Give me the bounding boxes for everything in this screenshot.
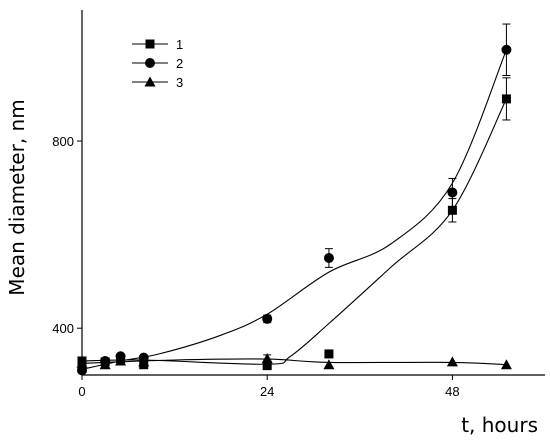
point-series-1 [324, 349, 334, 359]
legend: 1 2 3 [132, 37, 183, 90]
point-series-2 [323, 253, 334, 264]
point-series-3 [99, 359, 111, 370]
x-tick-label: 48 [445, 384, 459, 399]
legend-marker-2 [145, 58, 155, 68]
y-tick-label: 400 [52, 321, 74, 336]
legend-label-2: 2 [176, 56, 183, 71]
x-tick-label: 0 [78, 384, 85, 399]
error-bars [263, 23, 511, 363]
point-series-1 [262, 361, 272, 371]
legend-label-1: 1 [176, 37, 183, 52]
curve-series-1 [81, 98, 507, 365]
y-tick-label: 800 [52, 134, 74, 149]
point-series-3 [261, 353, 273, 364]
point-series-3 [500, 359, 512, 370]
y-axis-label: Mean diameter, nm [5, 99, 29, 295]
data-markers [76, 44, 512, 376]
x-tick-label: 24 [260, 384, 274, 399]
legend-marker-1 [145, 39, 155, 49]
legend-marker-3 [144, 76, 156, 87]
point-series-3 [323, 359, 335, 370]
point-series-2 [262, 313, 273, 324]
point-series-1 [447, 205, 457, 215]
x-axis-label: t, hours [461, 413, 538, 437]
axes: 0 24 48 400 800 [52, 10, 545, 399]
fitted-curves [81, 49, 507, 370]
point-series-2 [77, 365, 87, 376]
point-series-3 [115, 355, 127, 366]
point-series-3 [138, 356, 150, 367]
point-series-2 [447, 187, 458, 198]
point-series-3 [76, 357, 88, 368]
point-series-1 [501, 94, 511, 104]
point-series-2 [501, 44, 512, 55]
legend-label-3: 3 [176, 75, 183, 90]
curve-series-2 [81, 49, 507, 370]
point-series-3 [446, 356, 458, 367]
